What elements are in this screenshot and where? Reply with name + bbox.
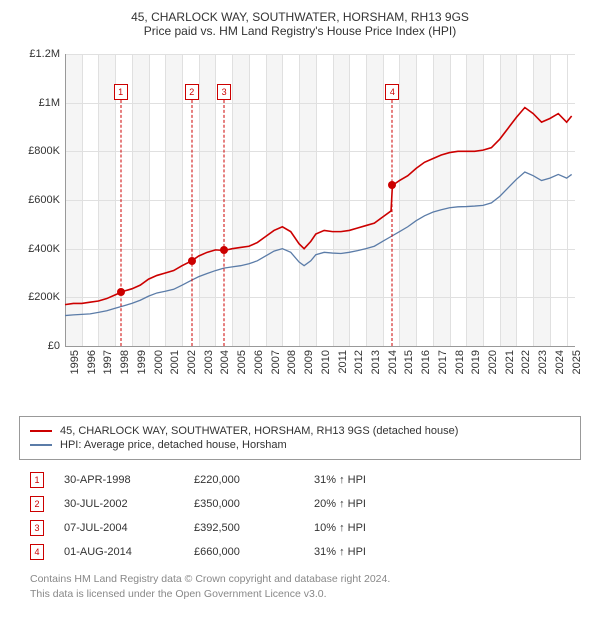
event-row: 3 07-JUL-2004£392,50010% ↑ HPI <box>30 516 570 540</box>
event-price: £350,000 <box>194 498 314 510</box>
sale-marker-dot-3 <box>220 246 228 254</box>
footer-line-2: This data is licensed under the Open Gov… <box>30 587 570 602</box>
chart-lines <box>20 46 580 406</box>
event-row: 2 30-JUL-2002£350,00020% ↑ HPI <box>30 492 570 516</box>
event-date: 30-JUL-2002 <box>64 498 194 510</box>
footer-line-1: Contains HM Land Registry data © Crown c… <box>30 572 570 587</box>
event-row: 1 30-APR-1998£220,00031% ↑ HPI <box>30 468 570 492</box>
chart-title-block: 45, CHARLOCK WAY, SOUTHWATER, HORSHAM, R… <box>10 10 590 38</box>
event-number: 3 <box>30 520 44 536</box>
event-number: 2 <box>30 496 44 512</box>
price-chart: 1995199619971998199920002001200220032004… <box>20 46 580 406</box>
event-price: £392,500 <box>194 522 314 534</box>
sale-marker-dot-2 <box>188 257 196 265</box>
sale-marker-line-4 <box>392 100 393 346</box>
chart-legend: 45, CHARLOCK WAY, SOUTHWATER, HORSHAM, R… <box>19 416 581 460</box>
sale-marker-4: 4 <box>385 84 399 100</box>
event-date: 01-AUG-2014 <box>64 546 194 558</box>
event-number: 1 <box>30 472 44 488</box>
legend-label-property: 45, CHARLOCK WAY, SOUTHWATER, HORSHAM, R… <box>60 425 458 437</box>
footer-attribution: Contains HM Land Registry data © Crown c… <box>30 572 570 601</box>
sale-marker-3: 3 <box>217 84 231 100</box>
title-line-2: Price paid vs. HM Land Registry's House … <box>10 24 590 38</box>
sale-marker-line-3 <box>224 100 225 346</box>
event-price: £220,000 <box>194 474 314 486</box>
legend-swatch-property <box>30 430 52 432</box>
sale-marker-line-1 <box>120 100 121 346</box>
event-number: 4 <box>30 544 44 560</box>
event-date: 07-JUL-2004 <box>64 522 194 534</box>
sale-marker-dot-1 <box>117 288 125 296</box>
event-date: 30-APR-1998 <box>64 474 194 486</box>
series-hpi <box>65 172 572 316</box>
legend-item-property: 45, CHARLOCK WAY, SOUTHWATER, HORSHAM, R… <box>30 425 570 437</box>
event-delta: 10% ↑ HPI <box>314 522 434 534</box>
sale-marker-dot-4 <box>388 181 396 189</box>
legend-item-hpi: HPI: Average price, detached house, Hors… <box>30 439 570 451</box>
event-delta: 20% ↑ HPI <box>314 498 434 510</box>
event-delta: 31% ↑ HPI <box>314 474 434 486</box>
sale-marker-1: 1 <box>114 84 128 100</box>
series-property <box>65 108 572 305</box>
event-price: £660,000 <box>194 546 314 558</box>
sale-marker-2: 2 <box>185 84 199 100</box>
title-line-1: 45, CHARLOCK WAY, SOUTHWATER, HORSHAM, R… <box>10 10 590 24</box>
legend-swatch-hpi <box>30 444 52 446</box>
sale-marker-line-2 <box>191 100 192 346</box>
event-row: 4 01-AUG-2014£660,00031% ↑ HPI <box>30 540 570 564</box>
event-delta: 31% ↑ HPI <box>314 546 434 558</box>
legend-label-hpi: HPI: Average price, detached house, Hors… <box>60 439 287 451</box>
events-table: 130-APR-1998£220,00031% ↑ HPI230-JUL-200… <box>30 468 570 564</box>
